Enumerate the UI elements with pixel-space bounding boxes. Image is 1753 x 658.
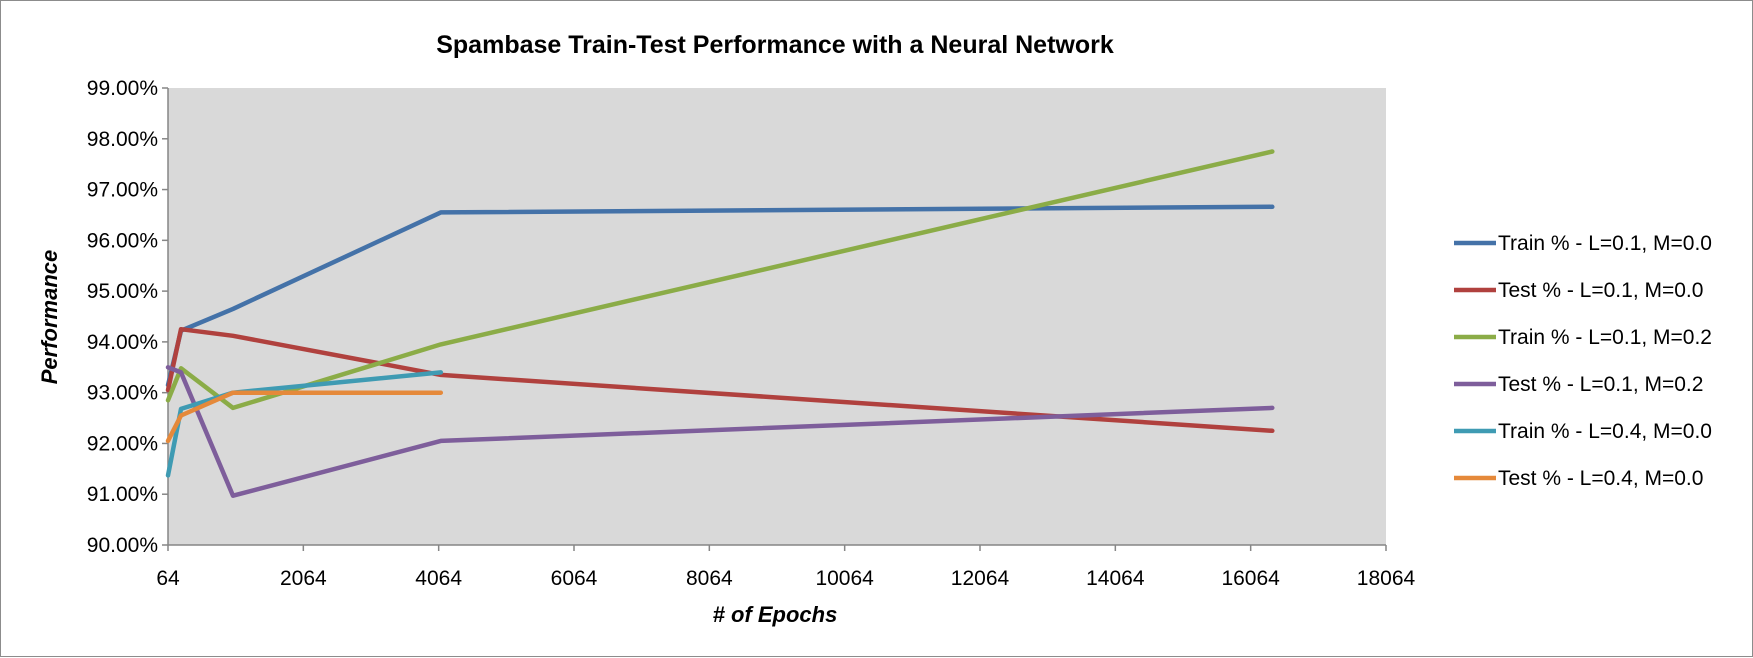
y-tick-label: 97.00% [87,179,158,202]
series-lines [165,149,1275,498]
y-tick-label: 90.00% [87,534,158,557]
x-axis: 64 2064 4064 6064 8064 10064 12064 14064 16064 18… [156,544,1416,590]
y-tick-label: 92.00% [87,432,158,455]
series-line-4 [165,365,1275,498]
y-tick-label: 91.00% [87,483,158,506]
chart-title: Spambase Train-Test Performance with a N… [436,31,1114,59]
legend-label-6: Test % - L=0.4, M=0.0 [1498,467,1703,490]
y-tick-label: 94.00% [87,331,158,354]
x-tick-label: 10064 [815,567,874,590]
y-tick-label: 95.00% [87,280,158,303]
y-tick-label: 98.00% [87,128,158,151]
x-tick-label: 12064 [951,567,1010,590]
x-tick-label: 8064 [686,567,733,590]
series-line-2 [165,326,1275,434]
series-line-3 [165,149,1275,411]
legend-label-1: Train % - L=0.1, M=0.0 [1498,232,1712,255]
legend-label-5: Train % - L=0.4, M=0.0 [1498,420,1712,443]
y-tick-label: 93.00% [87,382,158,405]
legend: Train % - L=0.1, M=0.0 Test % - L=0.1, M=… [1454,232,1712,490]
series-line-6 [165,390,444,444]
x-axis-title: # of Epochs [713,602,838,627]
y-tick-label: 99.00% [87,77,158,100]
legend-label-3: Train % - L=0.1, M=0.2 [1498,326,1712,349]
legend-label-4: Test % - L=0.1, M=0.2 [1498,373,1703,396]
y-tick-label: 96.00% [87,229,158,252]
legend-label-2: Test % - L=0.1, M=0.0 [1498,279,1703,302]
plot-area [168,88,1386,545]
series-line-5 [165,370,444,478]
y-axis-title: Performance [37,250,62,385]
y-axis: 90.00% 91.00% 92.00% 93.00% 94.00% 95.00% 96.0… [87,77,169,557]
x-tick-label: 6064 [551,567,598,590]
x-tick-label: 14064 [1086,567,1145,590]
x-tick-label: 16064 [1221,567,1280,590]
x-tick-label: 18064 [1357,567,1416,590]
x-tick-label: 64 [156,567,180,590]
x-tick-label: 4064 [415,567,462,590]
x-tick-label: 2064 [280,567,327,590]
